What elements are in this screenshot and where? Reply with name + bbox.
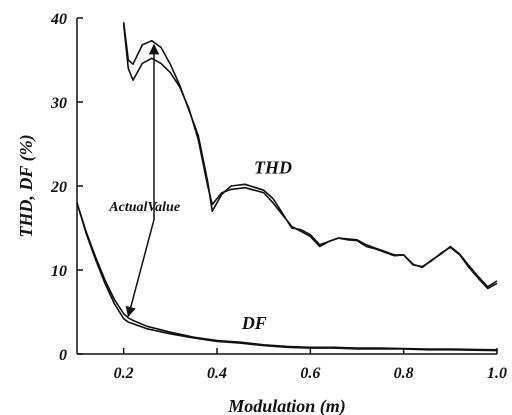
- y-tick-label: 40: [50, 11, 67, 28]
- series-line-3: [76, 202, 498, 351]
- annotation-df: DF: [241, 313, 267, 333]
- x-tick-label: 0.8: [394, 365, 414, 382]
- plot-area: [76, 22, 498, 352]
- series-line-1: [122, 22, 498, 288]
- x-tick-label: 0.2: [114, 365, 134, 382]
- axes: 0.2 0.4 0.6 0.8 1.0 0 10 20 30 40: [50, 11, 507, 382]
- y-tick-label: 0: [59, 347, 67, 364]
- annotation-arrow-2: [125, 219, 155, 318]
- x-axis-title: Modulation (m): [227, 396, 346, 415]
- y-axis-title: THD, DF (%): [16, 134, 37, 237]
- series-line-2: [122, 24, 498, 290]
- x-tick-label: 1.0: [487, 365, 507, 382]
- y-tick-label: 30: [50, 95, 67, 112]
- x-tick-label: 0.4: [207, 365, 227, 382]
- x-tick-label: 0.6: [300, 365, 320, 382]
- annotation-actualvalue: ActualValue: [108, 200, 180, 215]
- y-tick-label: 10: [51, 263, 67, 280]
- annotations: THD DF ActualValue: [108, 43, 292, 333]
- y-tick-label: 20: [50, 179, 67, 196]
- annotation-thd: THD: [254, 157, 292, 177]
- series-line-4: [76, 202, 498, 352]
